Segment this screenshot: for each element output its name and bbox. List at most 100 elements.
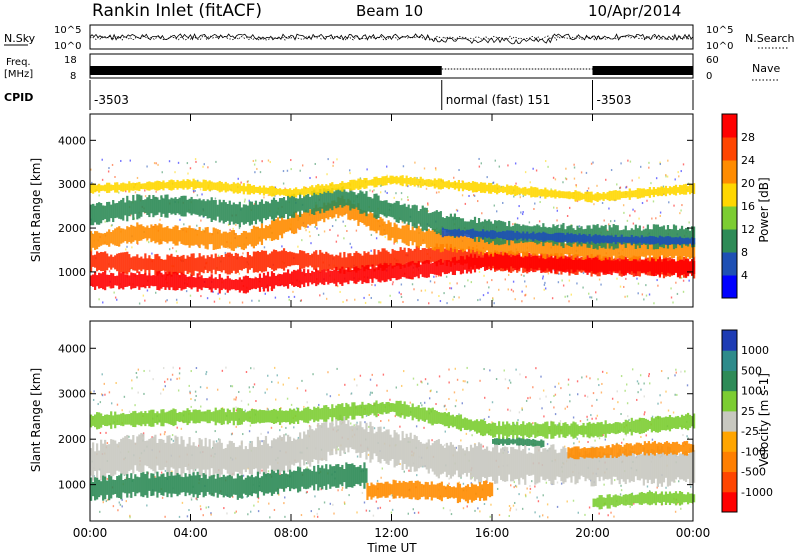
band-2-column bbox=[528, 241, 531, 253]
band-2-column bbox=[582, 239, 585, 260]
band-5-column bbox=[465, 418, 469, 431]
band-5-column bbox=[130, 183, 133, 191]
band-1-column bbox=[451, 257, 454, 275]
band-1-column bbox=[168, 271, 171, 291]
band-3-column bbox=[284, 200, 288, 215]
band-0-column bbox=[648, 453, 651, 480]
band-1-column bbox=[433, 261, 436, 275]
band-0-column bbox=[293, 252, 296, 266]
band-5-column bbox=[564, 191, 567, 199]
band-0-column bbox=[254, 251, 258, 273]
colorbar-swatch-4 bbox=[722, 410, 737, 432]
band-0-column bbox=[365, 253, 368, 269]
band-0-column bbox=[339, 414, 342, 456]
band-1-column bbox=[441, 262, 444, 273]
band-5-column bbox=[580, 425, 583, 435]
band-2-column bbox=[654, 238, 658, 262]
band-5-column bbox=[337, 184, 340, 190]
band-1-column bbox=[188, 276, 191, 288]
band-0-column bbox=[321, 423, 324, 461]
band-1-column bbox=[534, 255, 537, 270]
colorbar-tick-5: 24 bbox=[741, 154, 755, 167]
band-1-column bbox=[264, 275, 268, 289]
band-1-column bbox=[518, 254, 521, 270]
band-1-column bbox=[650, 258, 653, 275]
band-5-column bbox=[668, 415, 672, 432]
band-0-column bbox=[246, 251, 249, 274]
band-3-column bbox=[463, 221, 467, 234]
band-1-column bbox=[353, 267, 356, 284]
band-5-column bbox=[138, 181, 141, 192]
band-1-column bbox=[562, 256, 565, 272]
band-5-column bbox=[184, 410, 187, 423]
band-5-column bbox=[522, 421, 525, 439]
band-4-column bbox=[469, 229, 473, 239]
band-5-column bbox=[598, 422, 601, 437]
band-2-column bbox=[588, 242, 591, 258]
xtick-2: 08:00 bbox=[274, 526, 309, 540]
band-3-column bbox=[327, 188, 330, 211]
band-3-column bbox=[601, 446, 604, 458]
band-5-column bbox=[96, 185, 99, 192]
band-2-column bbox=[421, 231, 424, 245]
band-1-column bbox=[622, 256, 625, 276]
band-0-column bbox=[363, 251, 366, 272]
band-5-column bbox=[524, 186, 527, 196]
band-5-column bbox=[634, 419, 637, 433]
band-1-column bbox=[226, 475, 229, 497]
band-1-column bbox=[646, 260, 649, 273]
band-1-column bbox=[624, 256, 627, 276]
band-5-column bbox=[252, 409, 256, 424]
band-1-column bbox=[353, 464, 356, 487]
band-6-column bbox=[606, 494, 609, 509]
band-2-column bbox=[693, 242, 696, 258]
nave-tick-low: 0 bbox=[706, 71, 712, 82]
band-0-column bbox=[102, 443, 105, 476]
band-4-column bbox=[610, 235, 613, 244]
band-0-column bbox=[240, 440, 243, 479]
band-2-column bbox=[469, 234, 473, 253]
band-5-column bbox=[222, 183, 225, 191]
band-0-column bbox=[506, 447, 509, 482]
colorbar-swatch-3 bbox=[722, 206, 737, 230]
band-0-column bbox=[154, 434, 157, 474]
band-2-column bbox=[396, 483, 399, 496]
band-5-column bbox=[248, 183, 251, 195]
band-5-column bbox=[124, 183, 127, 191]
band-3-column bbox=[234, 204, 237, 224]
band-1-column bbox=[94, 477, 97, 501]
band-3-column bbox=[632, 229, 635, 244]
band-5-column bbox=[640, 417, 643, 434]
band-5-column bbox=[443, 412, 446, 427]
band-6-column bbox=[693, 494, 696, 503]
band-2-column bbox=[280, 216, 284, 239]
band-1-column bbox=[198, 276, 201, 289]
band-3-column bbox=[657, 442, 661, 455]
band-3-column bbox=[612, 224, 615, 250]
band-2-column bbox=[401, 225, 404, 243]
band-0-column bbox=[375, 254, 378, 266]
band-5-column bbox=[435, 179, 438, 188]
colorbar-swatch-4 bbox=[722, 183, 737, 207]
band-0-column bbox=[301, 250, 304, 269]
band-5-column bbox=[284, 188, 288, 197]
band-5-column bbox=[327, 407, 330, 420]
band-4-column bbox=[672, 237, 676, 245]
band-0-column bbox=[303, 251, 306, 269]
band-2-column bbox=[680, 240, 684, 260]
band-4-column bbox=[678, 236, 682, 246]
band-1-column bbox=[351, 463, 354, 488]
band-0-column bbox=[158, 256, 161, 274]
band-2-column bbox=[366, 482, 369, 501]
band-1-column bbox=[246, 475, 249, 497]
band-1-column bbox=[331, 466, 334, 487]
band-2-column bbox=[268, 224, 272, 239]
xtick-6: 00:00 bbox=[676, 526, 711, 540]
band-0-column bbox=[152, 436, 155, 472]
band-3-column bbox=[685, 440, 689, 456]
band-3-column bbox=[192, 199, 195, 214]
band-0-column bbox=[425, 442, 428, 470]
band-5-column bbox=[220, 181, 223, 192]
band-2-column bbox=[385, 223, 388, 235]
band-2-column bbox=[156, 225, 159, 243]
